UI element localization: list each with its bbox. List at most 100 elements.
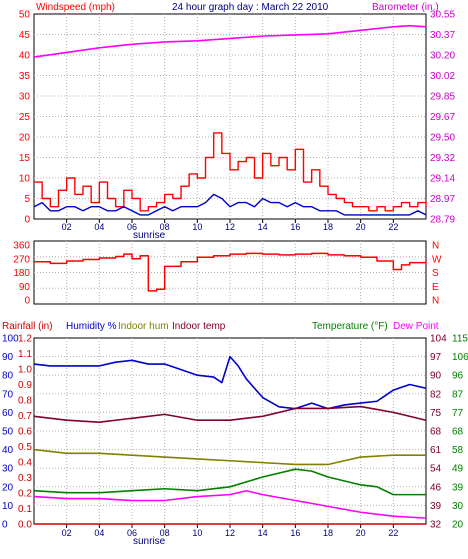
- rain-y-tick-label: 0.0: [18, 520, 32, 531]
- wind-x-tick-label: 08: [160, 222, 170, 232]
- direction-y-tick-label: 180: [13, 268, 30, 279]
- temp-x-tick-label: 18: [323, 528, 333, 538]
- wind-y-tick-label: 5: [24, 194, 30, 205]
- temp-y-tick-label-b: 39: [452, 482, 464, 493]
- humidity-line: [33, 355, 427, 410]
- wind-y-tick-label: 10: [19, 174, 31, 185]
- rain-y-tick-label: 0.6: [18, 427, 32, 438]
- temp-y-tick-label-a: 75: [430, 408, 442, 419]
- wind-x-tick-label: 06: [127, 222, 137, 232]
- baro-y-tick-label: 30.55: [430, 10, 455, 21]
- baro-y-tick-label: 30.37: [430, 30, 455, 41]
- barometer-line: [33, 24, 427, 58]
- direction-compass-label: N: [432, 296, 439, 307]
- temp-x-tick-label: 08: [160, 528, 170, 538]
- wind-y-tick-label: 35: [19, 71, 31, 82]
- rain-y-tick-label: 1.0: [18, 365, 32, 376]
- temp-x-tick-label: 02: [62, 528, 72, 538]
- wind-x-tick-label: 20: [356, 222, 366, 232]
- wind-y-tick-label: 25: [19, 112, 31, 123]
- direction-y-tick-label: 270: [13, 254, 30, 265]
- direction-compass-label: E: [432, 282, 439, 293]
- legend-indoor-temp: Indoor temp: [172, 321, 226, 332]
- baro-y-tick-label: 28.97: [430, 194, 455, 205]
- temp-x-tick-label: 16: [290, 528, 300, 538]
- temp-y-tick-label-a: 97: [430, 352, 442, 363]
- wind-x-tick-label: 14: [258, 222, 268, 232]
- temp-y-tick-label-a: 90: [430, 371, 442, 382]
- rain-y-tick-label: 0.9: [18, 380, 32, 391]
- temp-y-tick-label-a: 82: [430, 389, 442, 400]
- rain-y-tick-label: 1.2: [18, 334, 32, 345]
- sunrise-label-top: sunrise: [133, 230, 166, 241]
- direction-y-tick-label: 360: [13, 241, 30, 252]
- temp-y-tick-label-a: 39: [430, 501, 442, 512]
- temp-x-tick-label: 22: [388, 528, 398, 538]
- temp-x-tick-label: 14: [258, 528, 268, 538]
- temp-y-tick-label-a: 54: [430, 464, 442, 475]
- legend-temperature: Temperature (°F): [312, 321, 388, 332]
- baro-y-tick-label: 29.50: [430, 133, 455, 144]
- direction-compass-label: S: [432, 268, 439, 279]
- wind-average-line: [33, 193, 427, 216]
- temp-y-tick-label-b: 96: [452, 371, 464, 382]
- rain-y-tick-label: 0.4: [18, 458, 32, 469]
- temp-y-tick-label-a: 46: [430, 482, 442, 493]
- sunrise-label-bottom: sunrise: [133, 536, 166, 547]
- percent-y-tick-label: 20: [2, 482, 14, 493]
- rain-y-tick-label: 0.3: [18, 473, 32, 484]
- percent-y-tick-label: 10: [2, 501, 14, 512]
- rain-y-tick-label: 0.7: [18, 411, 32, 422]
- wind-y-tick-label: 0: [24, 215, 30, 226]
- temp-x-tick-label: 12: [225, 528, 235, 538]
- direction-y-tick-label: 90: [19, 282, 31, 293]
- wind-x-tick-label: 04: [94, 222, 104, 232]
- percent-y-tick-label: 40: [2, 445, 14, 456]
- baro-y-tick-label: 29.67: [430, 112, 455, 123]
- temp-y-tick-label-b: 68: [452, 427, 464, 438]
- rain-y-tick-label: 0.2: [18, 489, 32, 500]
- percent-y-tick-label: 60: [2, 408, 14, 419]
- indoor-hum-line: [33, 448, 426, 466]
- temp-x-tick-label: 06: [127, 528, 137, 538]
- wind-x-tick-label: 12: [225, 222, 235, 232]
- baro-y-tick-label: 30.20: [430, 51, 455, 62]
- temp-y-tick-label-a: 32: [430, 520, 442, 531]
- wind-y-tick-label: 20: [19, 133, 31, 144]
- temperature-f-line: [33, 468, 426, 496]
- rain-y-tick-label: 0.8: [18, 396, 32, 407]
- baro-y-tick-label: 29.14: [430, 174, 455, 185]
- temp-x-tick-label: 04: [94, 528, 104, 538]
- wind-gust-line: [34, 132, 427, 212]
- temp-y-tick-label-b: 87: [452, 389, 464, 400]
- indoor-temp-line: [33, 405, 427, 423]
- wind-y-tick-label: 40: [19, 51, 31, 62]
- temp-x-tick-label: 20: [356, 528, 366, 538]
- wind-x-tick-label: 10: [192, 222, 202, 232]
- direction-compass-label: W: [432, 254, 442, 265]
- rain-y-tick-label: 0.1: [18, 504, 32, 515]
- wind-x-tick-label: 02: [62, 222, 72, 232]
- chart-title: 24 hour graph day : March 22 2010: [172, 2, 329, 13]
- windspeed-axis-label: Windspeed (mph): [36, 2, 115, 13]
- wind-x-tick-label: 22: [388, 222, 398, 232]
- wind-x-tick-label: 18: [323, 222, 333, 232]
- rain-y-tick-label: 1.1: [18, 349, 32, 360]
- temp-y-tick-label-a: 68: [430, 427, 442, 438]
- temp-y-tick-label-b: 30: [452, 501, 464, 512]
- temp-y-tick-label-a: 104: [430, 334, 447, 345]
- percent-y-tick-label: 80: [2, 371, 14, 382]
- percent-y-tick-label: 90: [2, 352, 14, 363]
- wind-y-tick-label: 30: [19, 92, 31, 103]
- wind-y-tick-label: 45: [19, 30, 31, 41]
- dew-point-line: [33, 489, 427, 519]
- baro-y-tick-label: 29.85: [430, 92, 455, 103]
- wind-x-tick-label: 16: [290, 222, 300, 232]
- percent-y-tick-label: 50: [2, 427, 14, 438]
- legend-indoor-hum: Indoor hum: [118, 321, 169, 332]
- temp-x-tick-label: 10: [192, 528, 202, 538]
- temp-y-tick-label-b: 58: [452, 445, 464, 456]
- temp-y-tick-label-b: 115: [452, 334, 468, 345]
- temp-y-tick-label-b: 20: [452, 520, 464, 531]
- wind-y-tick-label: 15: [19, 153, 31, 164]
